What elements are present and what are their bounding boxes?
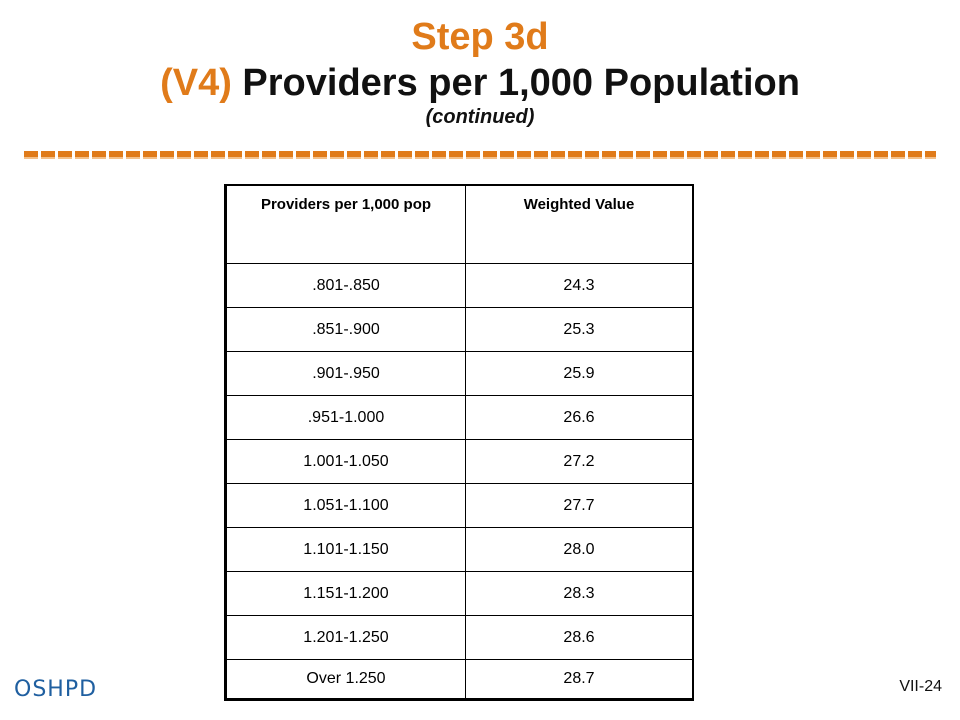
range-cell: .901-.950 bbox=[225, 351, 466, 396]
range-cell: 1.001-1.050 bbox=[225, 439, 466, 484]
value-cell: 27.7 bbox=[465, 483, 694, 528]
table-row: .951-1.000 26.6 bbox=[225, 395, 694, 440]
slide-title-text: Providers per 1,000 Population bbox=[242, 62, 800, 104]
column-header-weighted-value: Weighted Value bbox=[465, 184, 694, 264]
range-cell: .951-1.000 bbox=[225, 395, 466, 440]
table-row: 1.201-1.250 28.6 bbox=[225, 615, 694, 660]
value-cell: 24.3 bbox=[465, 263, 694, 308]
range-cell: Over 1.250 bbox=[225, 659, 466, 700]
table-row: .851-.900 25.3 bbox=[225, 307, 694, 352]
value-cell: 28.6 bbox=[465, 615, 694, 660]
table-row: 1.051-1.100 27.7 bbox=[225, 483, 694, 528]
range-cell: 1.051-1.100 bbox=[225, 483, 466, 528]
variable-label: (V4) bbox=[160, 62, 232, 104]
value-cell: 26.6 bbox=[465, 395, 694, 440]
decorative-divider bbox=[24, 150, 936, 160]
value-cell: 25.3 bbox=[465, 307, 694, 352]
table-row: 1.101-1.150 28.0 bbox=[225, 527, 694, 572]
range-cell: .801-.850 bbox=[225, 263, 466, 308]
table-header-row: Providers per 1,000 pop Weighted Value bbox=[225, 184, 694, 264]
slide-subtitle: (continued) bbox=[425, 106, 535, 128]
value-cell: 27.2 bbox=[465, 439, 694, 484]
slide-title-block: Step 3d (V4) Providers per 1,000 Populat… bbox=[0, 14, 960, 130]
value-cell: 28.3 bbox=[465, 571, 694, 616]
table-row: .901-.950 25.9 bbox=[225, 351, 694, 396]
column-header-providers: Providers per 1,000 pop bbox=[225, 184, 466, 264]
range-cell: 1.151-1.200 bbox=[225, 571, 466, 616]
slide-title-step: Step 3d bbox=[411, 16, 549, 58]
value-cell: 25.9 bbox=[465, 351, 694, 396]
range-cell: 1.201-1.250 bbox=[225, 615, 466, 660]
value-cell: 28.0 bbox=[465, 527, 694, 572]
slide-title-main: (V4) Providers per 1,000 Population bbox=[0, 60, 960, 106]
logo-text-part-b: PD bbox=[64, 677, 98, 702]
table-row: 1.001-1.050 27.2 bbox=[225, 439, 694, 484]
table-row: Over 1.250 28.7 bbox=[225, 659, 694, 700]
weighted-value-table: Providers per 1,000 pop Weighted Value .… bbox=[224, 184, 694, 701]
range-cell: 1.101-1.150 bbox=[225, 527, 466, 572]
logo-text-part-a: OSH bbox=[14, 677, 65, 702]
table-row: .801-.850 24.3 bbox=[225, 263, 694, 308]
page-number: VII-24 bbox=[899, 678, 942, 695]
oshpd-logo: OSHPD bbox=[14, 677, 97, 702]
value-cell: 28.7 bbox=[465, 659, 694, 700]
table-row: 1.151-1.200 28.3 bbox=[225, 571, 694, 616]
range-cell: .851-.900 bbox=[225, 307, 466, 352]
